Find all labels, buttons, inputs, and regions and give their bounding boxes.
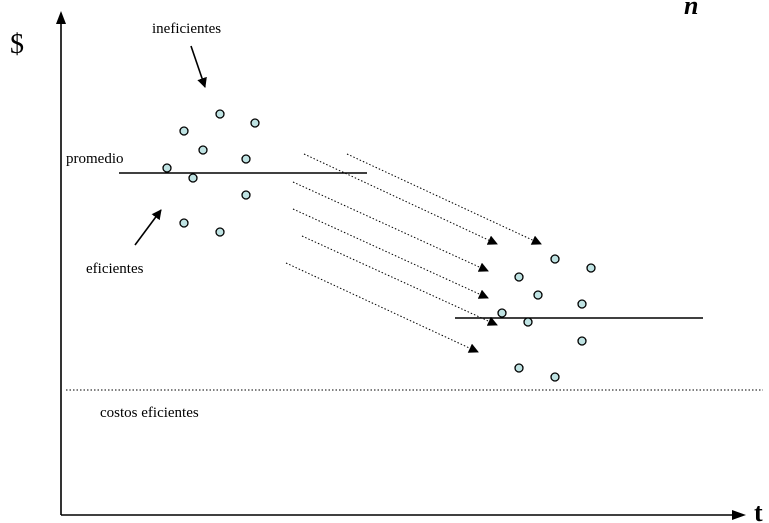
cost-point	[550, 254, 560, 264]
inefficient-pointer-arrow	[190, 45, 207, 88]
cost-point	[550, 372, 560, 382]
cost-point	[514, 272, 524, 282]
dots-after	[497, 254, 596, 382]
cost-point	[577, 299, 587, 309]
y-axis-arrow	[56, 11, 66, 24]
cost-point	[162, 163, 172, 173]
cost-point	[241, 154, 251, 164]
x-axis-label: t	[754, 498, 763, 523]
dots-before	[162, 109, 260, 237]
cost-point	[250, 118, 260, 128]
transition-arrow	[292, 181, 489, 272]
x-axis-arrow	[732, 510, 746, 520]
y-axis-label: $	[10, 29, 24, 60]
transition-arrow	[303, 153, 498, 245]
cost-point	[179, 218, 189, 228]
transition-arrow	[292, 208, 489, 299]
cost-point	[215, 227, 225, 237]
efficient-label: eficientes	[86, 261, 144, 277]
average-label: promedio	[66, 151, 124, 167]
transition-arrow	[285, 262, 479, 353]
cost-point	[586, 263, 596, 273]
cost-point	[188, 173, 198, 183]
cost-point	[577, 336, 587, 346]
cost-point	[523, 317, 533, 327]
efficient-costs-label: costos eficientes	[100, 405, 199, 421]
cost-point	[215, 109, 225, 119]
cost-point	[533, 290, 543, 300]
transition-arrow	[346, 153, 542, 245]
cost-point	[198, 145, 208, 155]
cost-point	[497, 308, 507, 318]
efficient-pointer-arrow	[134, 209, 162, 246]
transition-arrows	[285, 153, 542, 353]
inefficient-label: ineficientes	[152, 21, 221, 37]
cost-point	[179, 126, 189, 136]
cost-point	[241, 190, 251, 200]
cost-point	[514, 363, 524, 373]
corner-mark: n	[684, 0, 698, 20]
transition-arrow	[301, 235, 498, 326]
